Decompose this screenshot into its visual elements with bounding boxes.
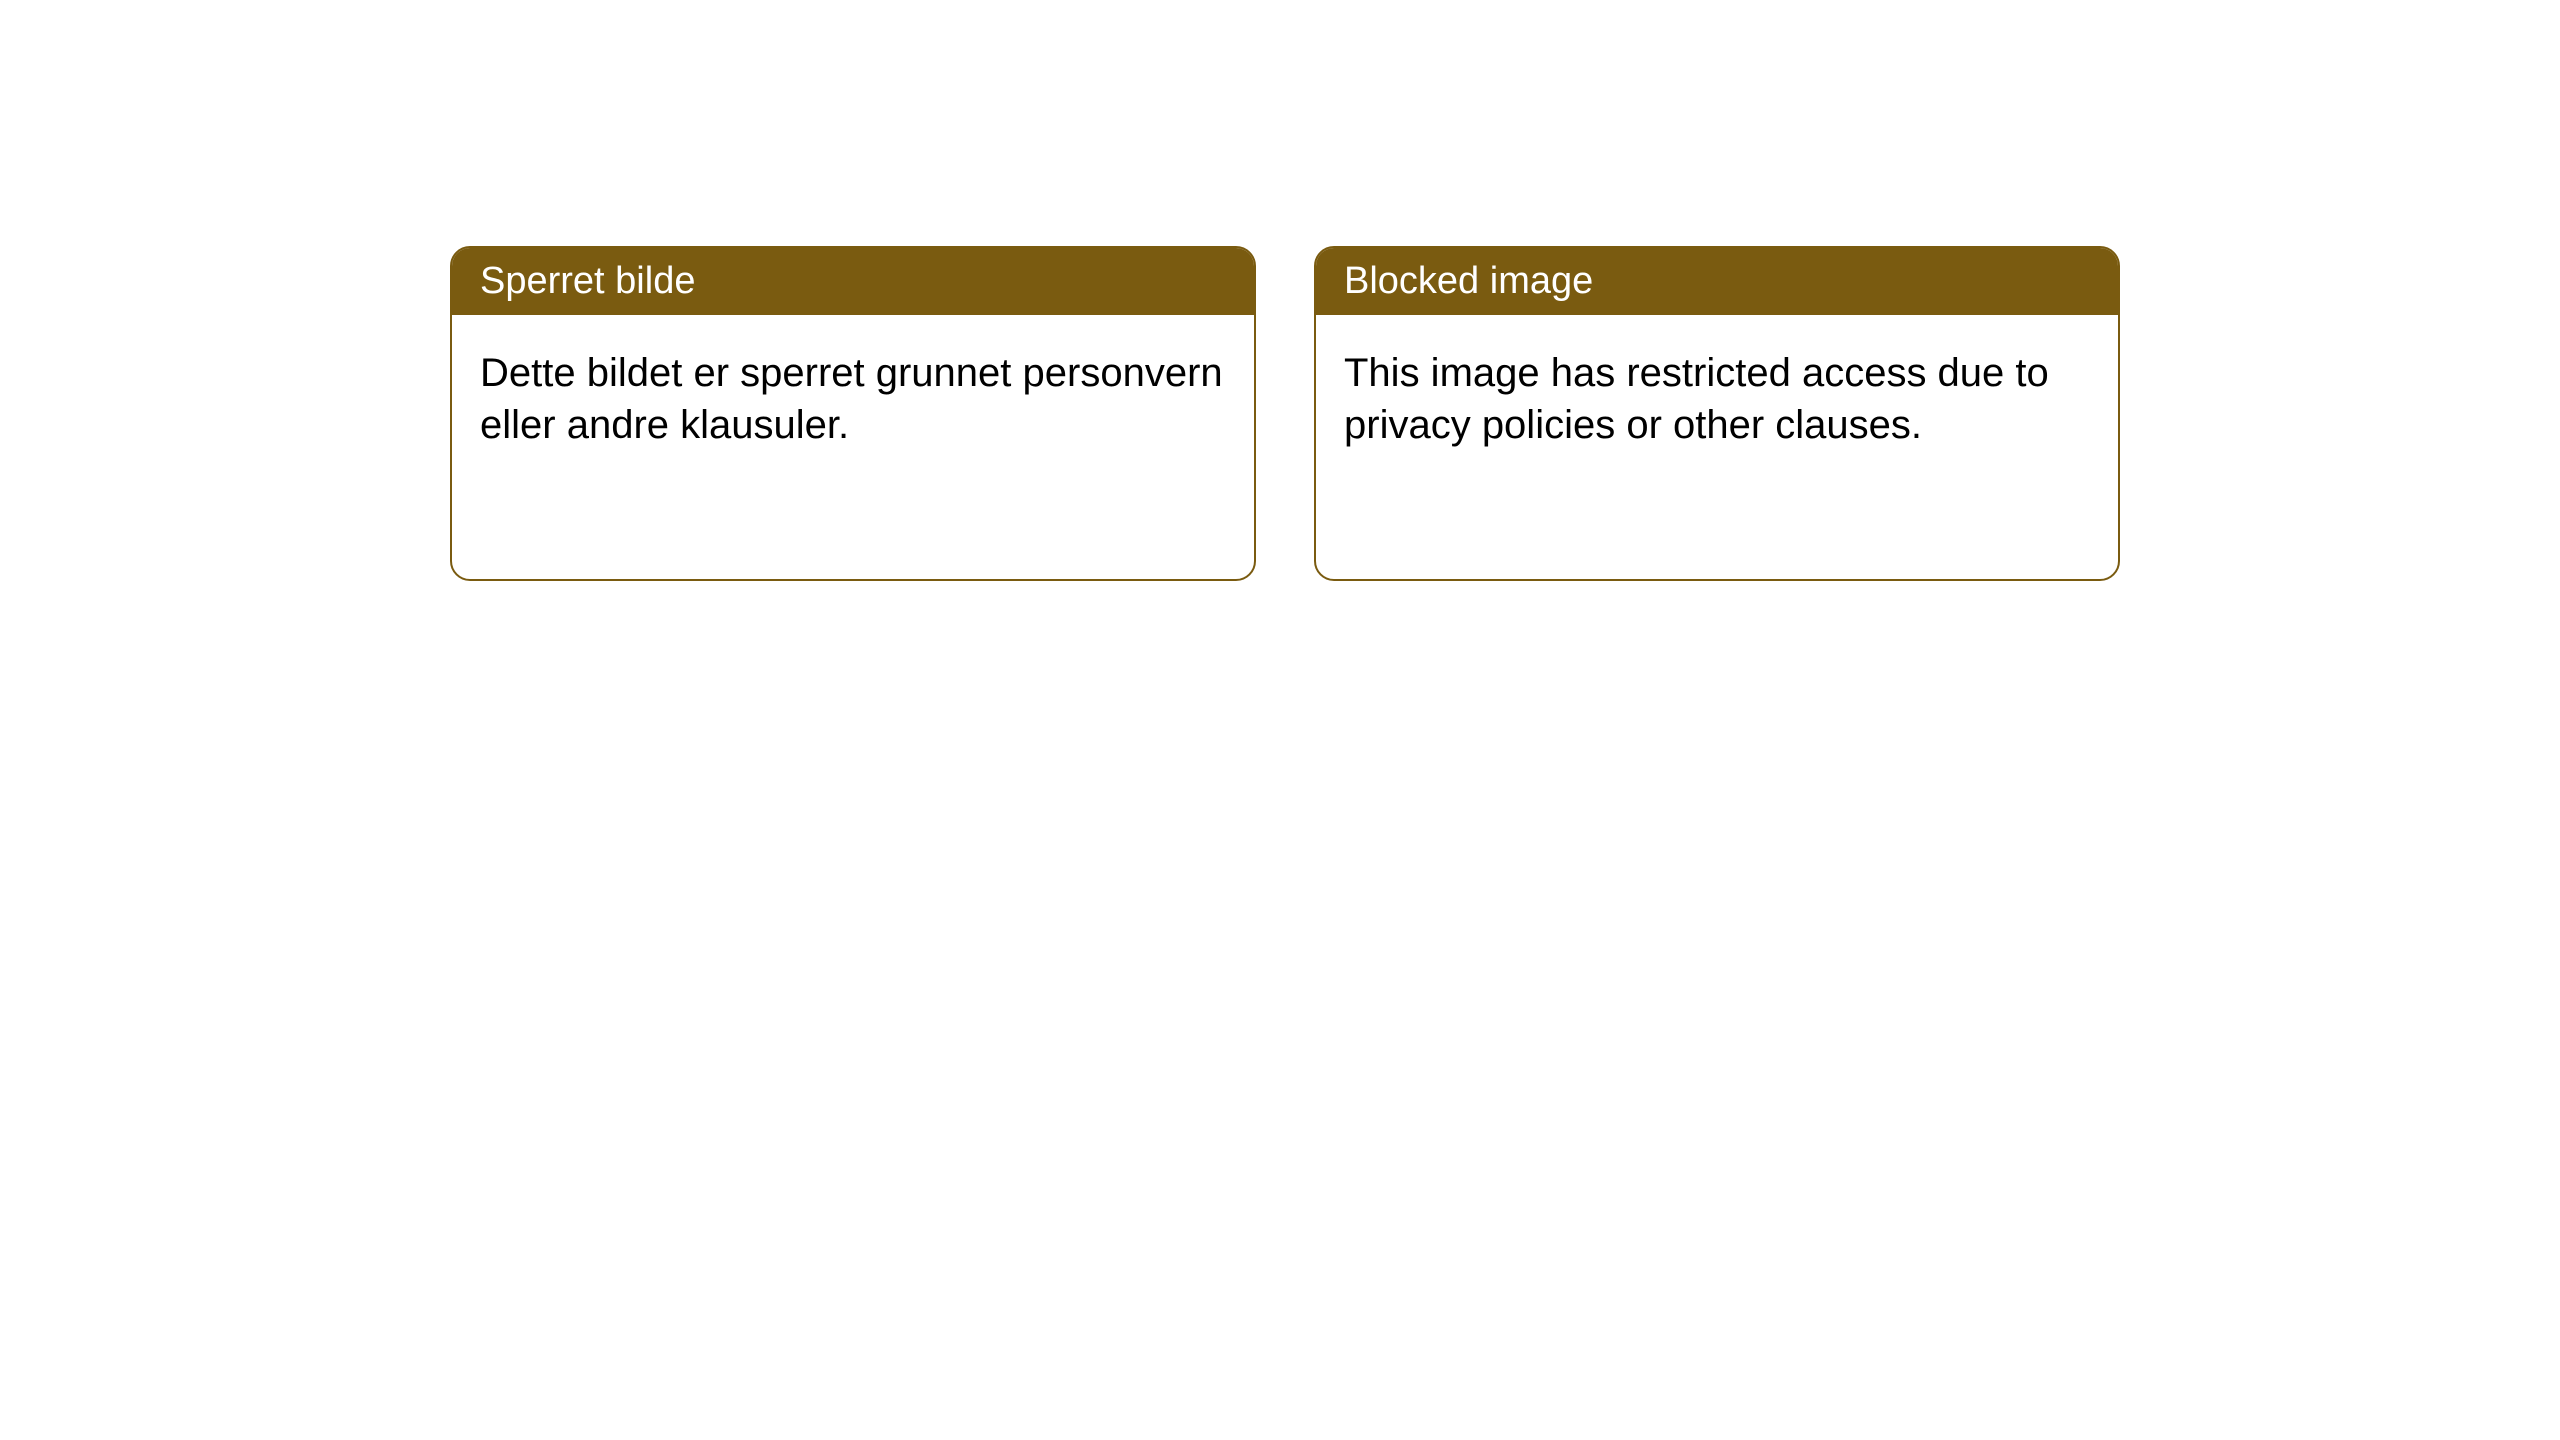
card-title: Blocked image (1344, 260, 1593, 302)
card-header: Blocked image (1316, 248, 2118, 315)
notice-cards-container: Sperret bilde Dette bildet er sperret gr… (0, 0, 2560, 581)
notice-card-norwegian: Sperret bilde Dette bildet er sperret gr… (450, 246, 1256, 581)
card-message: Dette bildet er sperret grunnet personve… (480, 351, 1223, 447)
card-message: This image has restricted access due to … (1344, 351, 2049, 447)
notice-card-english: Blocked image This image has restricted … (1314, 246, 2120, 581)
card-header: Sperret bilde (452, 248, 1254, 315)
card-body: This image has restricted access due to … (1316, 315, 2118, 483)
card-body: Dette bildet er sperret grunnet personve… (452, 315, 1254, 483)
card-title: Sperret bilde (480, 260, 695, 302)
